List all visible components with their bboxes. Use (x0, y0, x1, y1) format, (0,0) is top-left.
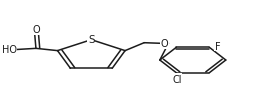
Text: F: F (214, 41, 220, 51)
Text: HO: HO (2, 45, 17, 55)
Text: S: S (88, 35, 94, 45)
Text: Cl: Cl (172, 74, 181, 84)
Text: O: O (160, 39, 168, 49)
Text: O: O (33, 25, 40, 35)
